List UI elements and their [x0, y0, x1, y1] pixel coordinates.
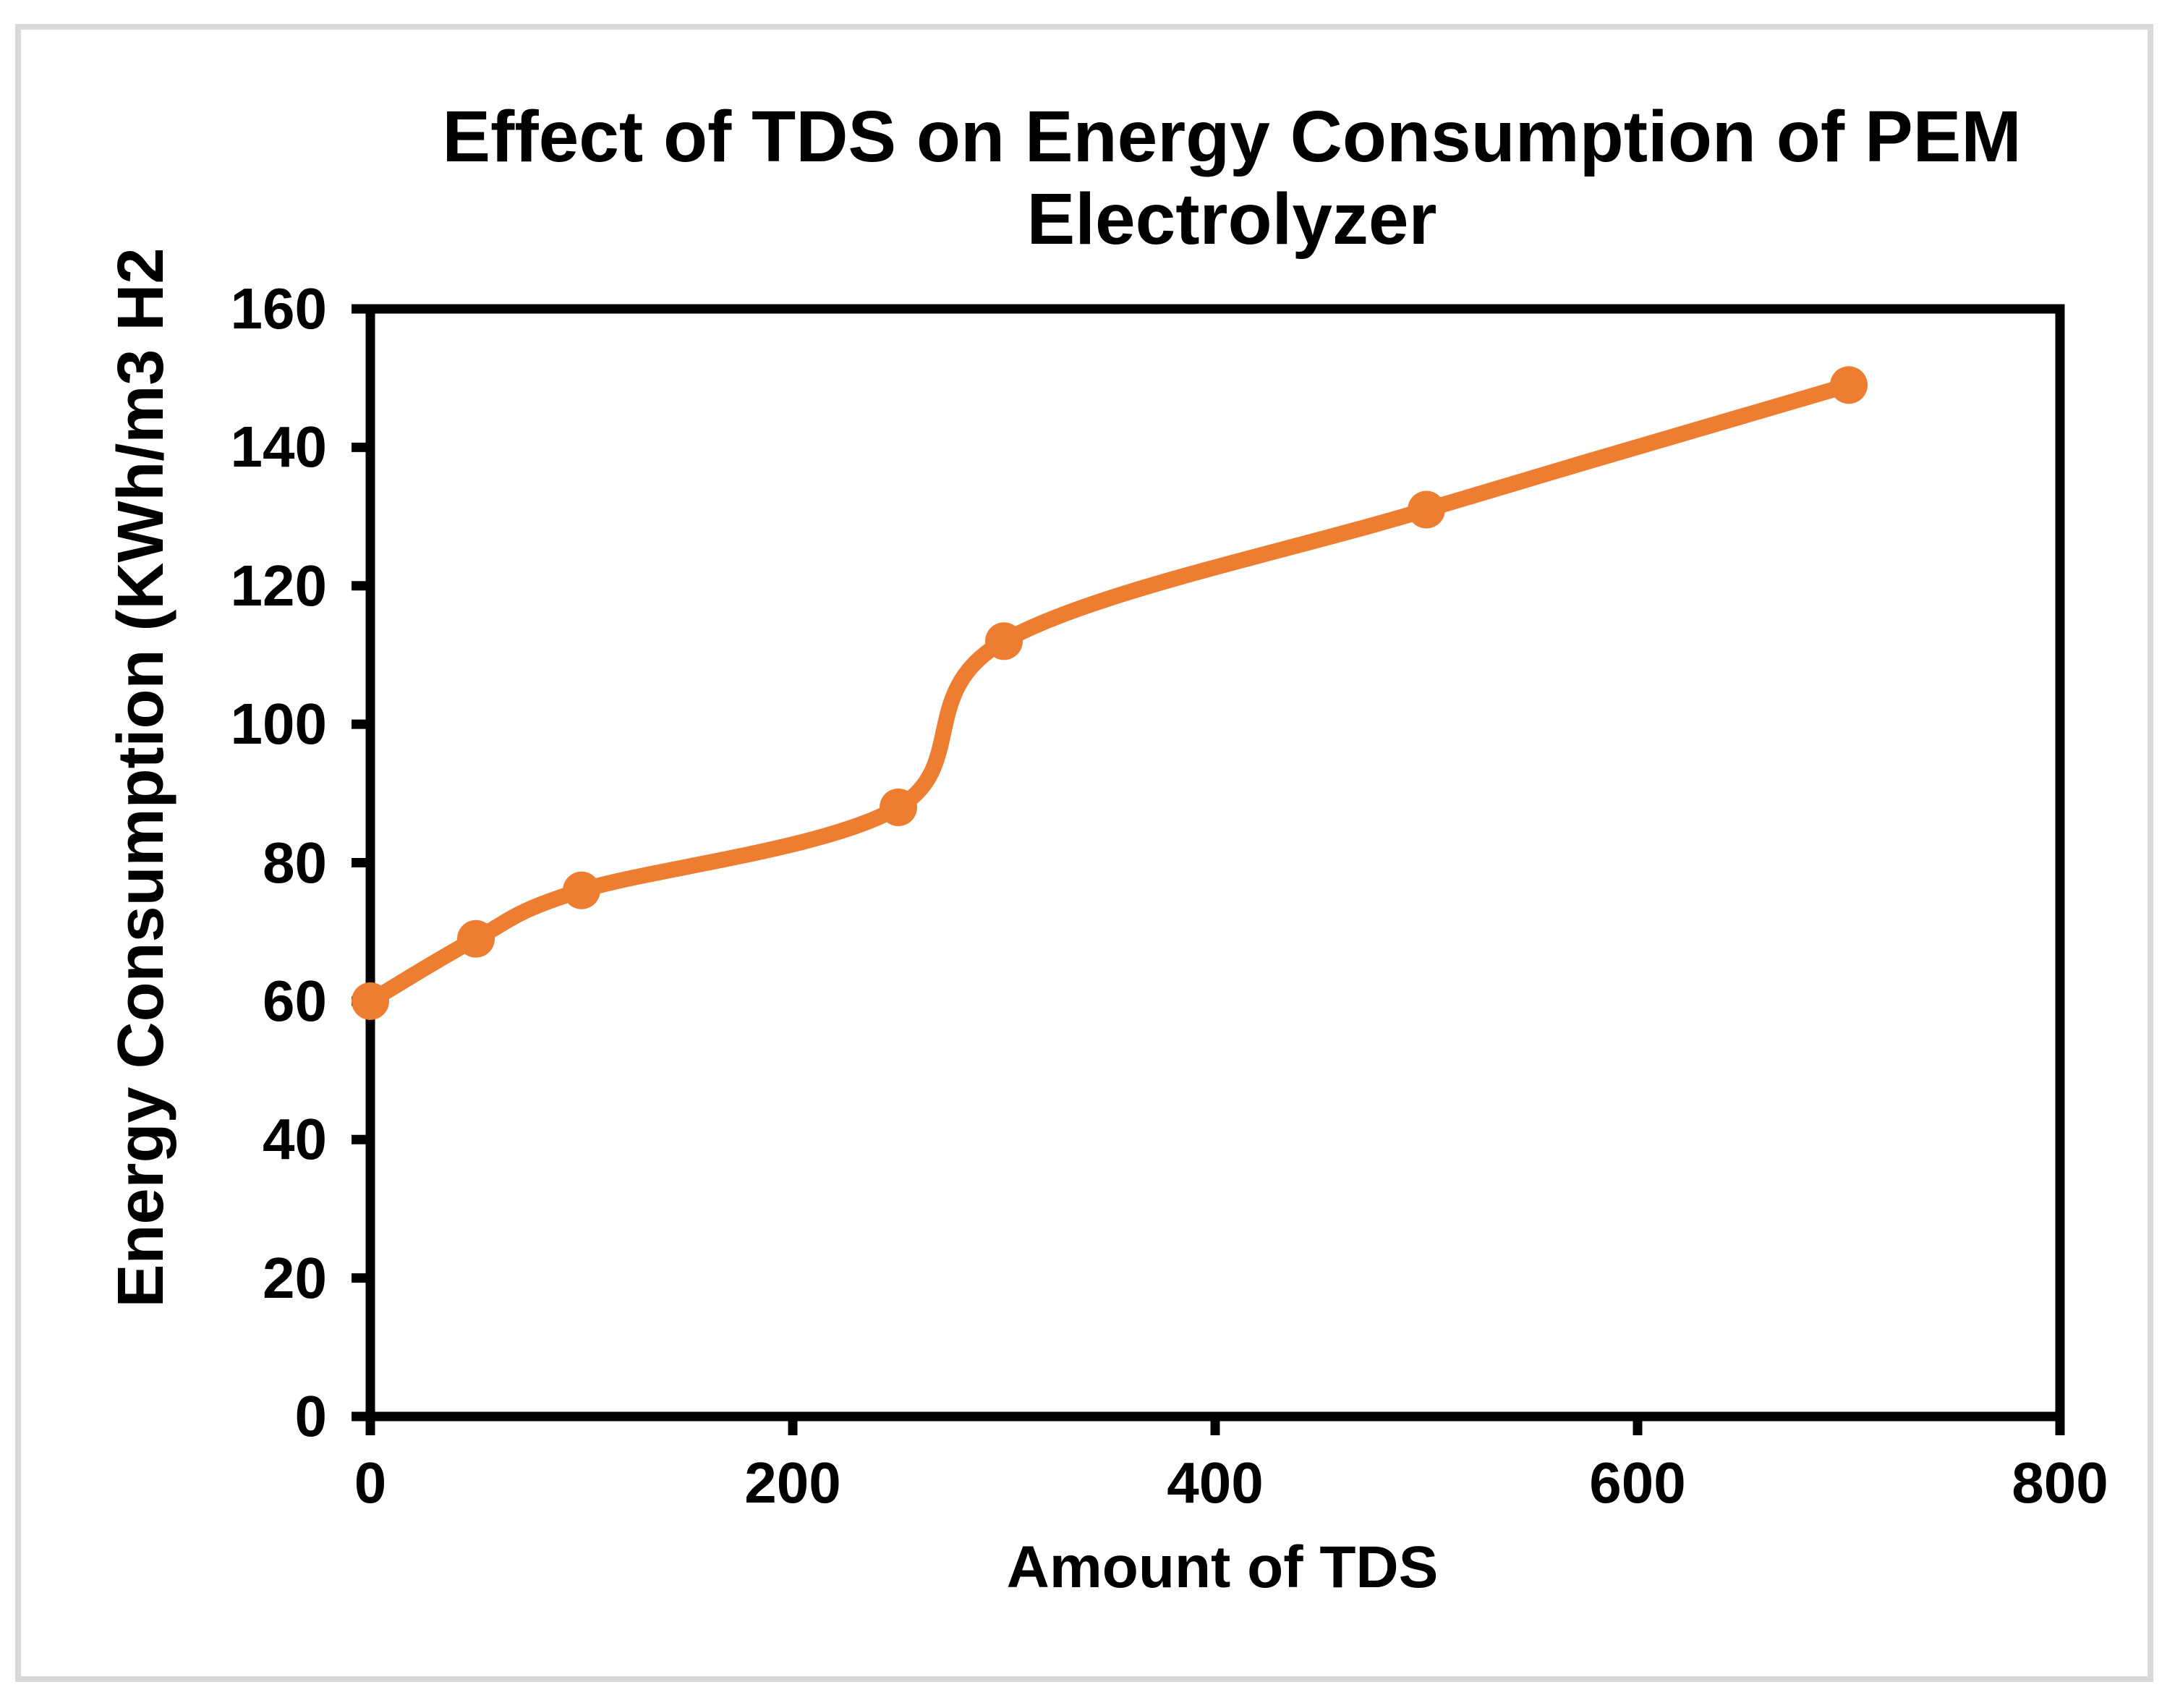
data-point-marker: [1830, 366, 1868, 404]
chart-title: Effect of TDS on Energy Consumption of P…: [291, 95, 2172, 260]
plot-border: [365, 304, 2065, 1422]
y-tick-label: 160: [230, 276, 327, 341]
y-tick-label: 40: [263, 1107, 327, 1172]
data-point-marker: [457, 919, 495, 958]
y-tick-label: 60: [263, 968, 327, 1033]
y-tick-label: 20: [263, 1245, 327, 1310]
y-tick-label: 100: [230, 692, 327, 757]
x-tick-label: 800: [2012, 1450, 2108, 1515]
chart-title-line2: Electrolyzer: [1026, 179, 1437, 260]
x-tick-label: 0: [354, 1450, 387, 1515]
data-point-marker: [880, 788, 917, 826]
chart-title-line1: Effect of TDS on Energy Consumption of P…: [442, 96, 2022, 177]
y-tick-label: 120: [230, 553, 327, 618]
series-line: [362, 377, 1857, 1009]
data-point-marker: [1408, 490, 1445, 529]
y-tick-label: 80: [263, 830, 327, 895]
x-tick-label: 200: [744, 1450, 841, 1515]
data-point-marker: [352, 982, 389, 1020]
data-point-marker: [563, 871, 600, 909]
x-tick-label: 400: [1167, 1450, 1264, 1515]
y-axis-title: Energy Consumption (KWh/m3 H2: [105, 247, 177, 1308]
data-point-marker: [985, 622, 1023, 660]
x-axis-title: Amount of TDS: [1006, 1534, 1439, 1600]
y-tick-label: 0: [294, 1384, 328, 1448]
x-tick-label: 600: [1589, 1450, 1686, 1515]
y-tick-label: 140: [230, 415, 327, 480]
